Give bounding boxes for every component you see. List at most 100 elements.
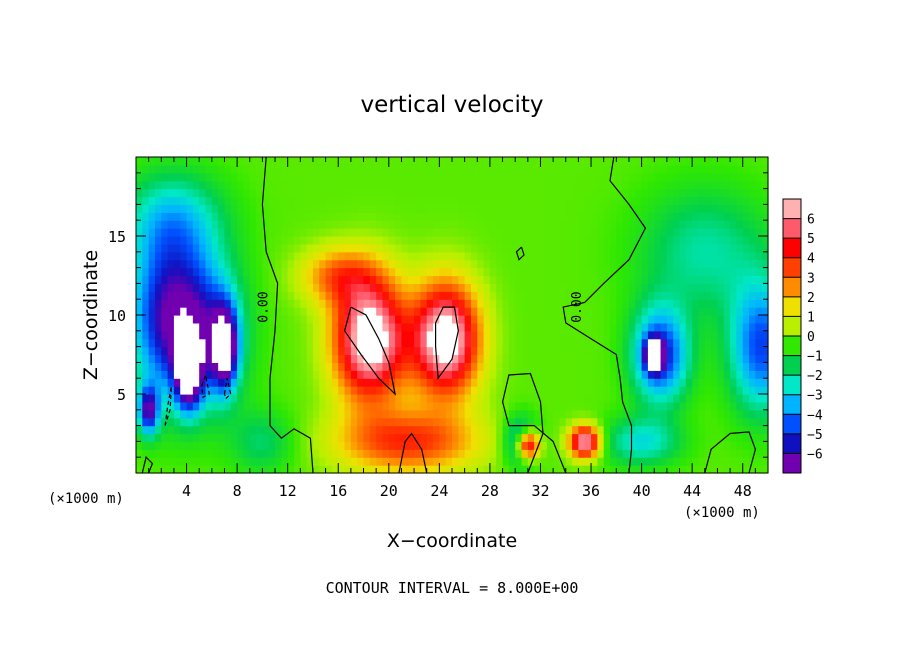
field-cell bbox=[666, 465, 674, 474]
field-cell bbox=[376, 228, 384, 237]
field-cell bbox=[464, 164, 472, 174]
field-cell bbox=[610, 401, 617, 411]
field-cell bbox=[628, 220, 636, 229]
field-cell bbox=[445, 465, 453, 474]
field-cell bbox=[218, 394, 226, 403]
field-cell bbox=[148, 243, 156, 253]
zero-contour-line bbox=[435, 306, 459, 380]
field-cell bbox=[287, 409, 295, 419]
field-cell bbox=[477, 370, 485, 379]
field-cell bbox=[685, 315, 693, 324]
field-cell bbox=[350, 188, 358, 198]
field-cell bbox=[698, 196, 706, 205]
field-cell bbox=[256, 401, 263, 411]
field-cell bbox=[344, 220, 352, 229]
field-cell bbox=[357, 220, 365, 229]
field-cell bbox=[673, 172, 681, 182]
field-cell bbox=[173, 188, 181, 198]
field-cell bbox=[736, 322, 744, 332]
field-cell bbox=[540, 188, 548, 198]
field-cell bbox=[401, 378, 409, 387]
field-cell bbox=[148, 157, 156, 166]
field-cell bbox=[591, 172, 598, 182]
field-cell bbox=[186, 362, 194, 371]
field-cell bbox=[325, 417, 333, 427]
field-cell bbox=[647, 299, 655, 308]
field-cell bbox=[464, 291, 472, 300]
field-cell bbox=[331, 267, 339, 277]
field-cell bbox=[230, 330, 238, 340]
field-cell bbox=[559, 164, 567, 174]
field-cell bbox=[382, 267, 390, 277]
field-cell bbox=[218, 354, 226, 363]
field-cell bbox=[287, 322, 295, 332]
field-cell bbox=[565, 220, 573, 229]
field-cell bbox=[382, 417, 390, 427]
field-cell bbox=[749, 236, 756, 245]
field-cell bbox=[344, 338, 352, 348]
field-cell bbox=[635, 157, 643, 166]
field-cell bbox=[376, 172, 384, 182]
field-cell bbox=[660, 267, 668, 277]
field-cell bbox=[205, 465, 213, 474]
field-cell bbox=[717, 243, 725, 253]
field-cell bbox=[136, 180, 143, 190]
field-cell bbox=[281, 425, 289, 435]
field-cell bbox=[534, 275, 542, 284]
field-cell bbox=[761, 228, 769, 237]
field-cell bbox=[237, 267, 245, 277]
field-cell bbox=[641, 283, 649, 292]
field-cell bbox=[319, 401, 327, 411]
field-cell bbox=[591, 441, 598, 450]
field-cell bbox=[230, 188, 238, 198]
field-cell bbox=[180, 425, 188, 435]
field-cell bbox=[489, 362, 497, 371]
field-cell bbox=[426, 425, 434, 435]
field-cell bbox=[578, 291, 586, 300]
field-cell bbox=[268, 394, 276, 403]
field-cell bbox=[433, 259, 440, 269]
field-cell bbox=[622, 441, 630, 450]
field-cell bbox=[711, 401, 719, 411]
field-cell bbox=[287, 441, 295, 450]
field-cell bbox=[325, 196, 333, 205]
field-cell bbox=[148, 433, 156, 442]
field-cell bbox=[249, 378, 257, 387]
field-cell bbox=[180, 457, 188, 466]
field-cell bbox=[489, 338, 497, 348]
field-cell bbox=[635, 164, 643, 174]
field-cell bbox=[395, 409, 403, 419]
field-cell bbox=[730, 465, 737, 474]
field-cell bbox=[515, 433, 523, 442]
field-cell bbox=[597, 275, 605, 284]
field-cell bbox=[692, 362, 700, 371]
field-cell bbox=[294, 378, 301, 387]
field-cell bbox=[464, 172, 472, 182]
field-cell bbox=[641, 378, 649, 387]
field-cell bbox=[306, 220, 314, 229]
field-cell bbox=[641, 267, 649, 277]
field-cell bbox=[578, 370, 586, 379]
field-cell bbox=[275, 449, 282, 458]
field-cell bbox=[338, 275, 346, 284]
field-cell bbox=[205, 291, 213, 300]
field-cell bbox=[546, 172, 554, 182]
field-cell bbox=[211, 362, 219, 371]
field-cell bbox=[256, 220, 263, 229]
field-cell bbox=[711, 378, 719, 387]
field-cell bbox=[584, 409, 592, 419]
field-cell bbox=[388, 307, 396, 316]
field-cell bbox=[578, 283, 586, 292]
field-cell bbox=[704, 401, 712, 411]
field-cell bbox=[610, 394, 617, 403]
field-cell bbox=[622, 346, 630, 356]
field-cell bbox=[414, 417, 421, 427]
field-cell bbox=[325, 394, 333, 403]
field-cell bbox=[584, 228, 592, 237]
field-cell bbox=[205, 370, 213, 379]
field-cell bbox=[679, 338, 687, 348]
field-cell bbox=[199, 236, 207, 245]
field-cell bbox=[211, 204, 219, 213]
field-cell bbox=[388, 322, 396, 332]
